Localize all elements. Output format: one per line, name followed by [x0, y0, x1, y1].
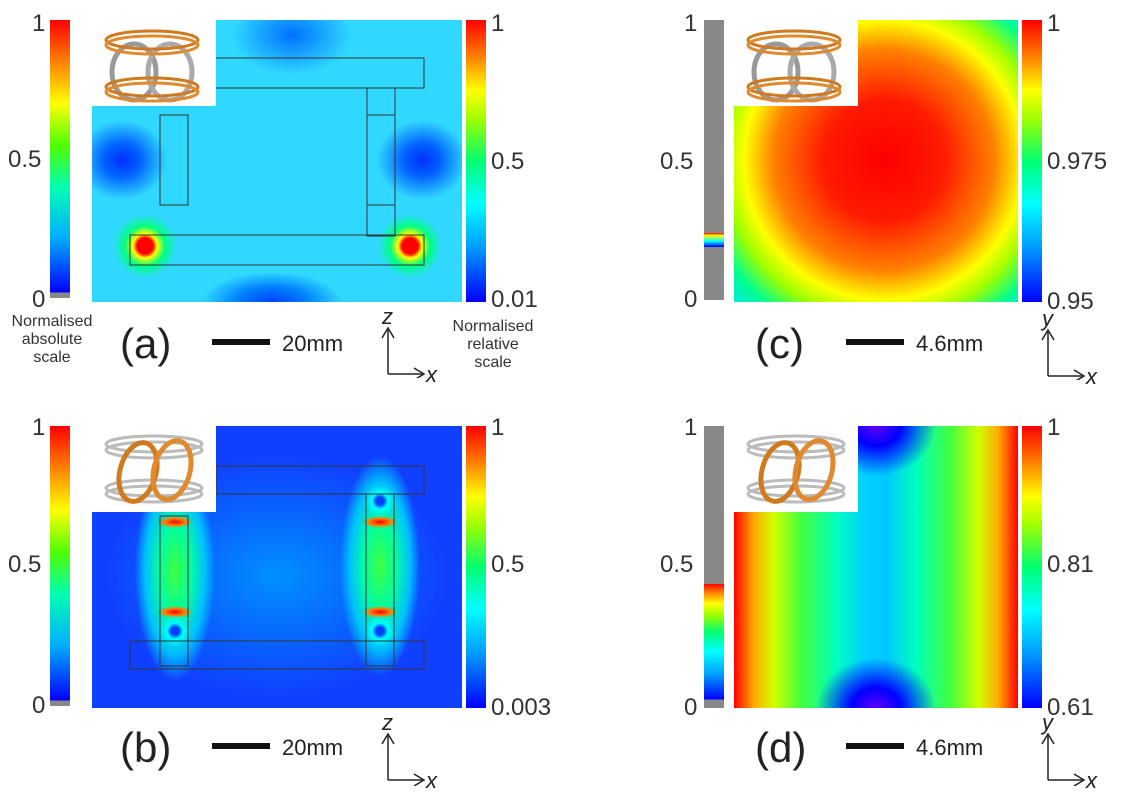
abs-tick-top-d: 1 — [684, 414, 698, 441]
axis-indicator-d: y x — [1038, 710, 1100, 792]
axis-indicator-a: z x — [378, 304, 440, 386]
abs-tick-bottom-c: 0 — [684, 286, 698, 313]
relative-scale-caption: Normalised relative scale — [452, 318, 534, 371]
coil-illustration-icon — [746, 434, 846, 504]
scale-bar-c — [846, 339, 904, 345]
axis-label-v-b: z — [382, 710, 393, 735]
scale-text-d: 4.6mm — [916, 735, 984, 760]
relative-colorbar-d — [1022, 426, 1042, 708]
axis-label-h-c: x — [1086, 364, 1097, 389]
rel-tick-top-d: 1 — [1047, 414, 1061, 441]
abs-tick-mid-d: 0.5 — [660, 551, 694, 578]
axis-label-v-a: z — [382, 304, 393, 329]
axis-indicator-b: z x — [378, 710, 440, 792]
rel-tick-bottom-a: 0.01 — [491, 286, 538, 313]
panel-label-d: (d) — [755, 724, 807, 771]
rel-tick-mid-d: 0.81 — [1047, 551, 1094, 578]
abs-tick-mid-a: 0.5 — [8, 146, 42, 173]
rel-tick-bottom-b: 0.003 — [491, 694, 552, 721]
axis-label-v-d: y — [1042, 710, 1053, 735]
coil-inset-b — [92, 426, 216, 512]
abs-tick-mid-b: 0.5 — [8, 551, 42, 578]
rel-tick-bottom-d: 0.61 — [1047, 694, 1094, 721]
field-map-a — [92, 20, 462, 302]
abs-tick-top-b: 1 — [32, 414, 46, 441]
axis-indicator-c: y x — [1038, 306, 1100, 388]
rel-tick-mid-c: 0.975 — [1047, 148, 1108, 175]
relative-colorbar-a — [466, 20, 486, 302]
panel-label-b: (b) — [120, 724, 172, 771]
rel-tick-top-b: 1 — [491, 414, 505, 441]
scale-bar-d — [846, 743, 904, 749]
axis-label-v-c: y — [1042, 306, 1053, 331]
rel-tick-top-c: 1 — [1047, 10, 1061, 37]
relative-colorbar-c — [1022, 20, 1042, 302]
absolute-scale-caption: Normalised absolute scale — [11, 313, 93, 366]
coil-illustration-icon — [104, 29, 200, 103]
axis-arrows-icon — [381, 732, 426, 786]
rel-tick-top-a: 1 — [491, 10, 505, 37]
abs-tick-top-c: 1 — [684, 10, 698, 37]
scale-bar-b — [212, 743, 270, 749]
panel-label-a: (a) — [120, 320, 172, 367]
coil-outline-a — [129, 57, 425, 266]
abs-tick-top-a: 1 — [32, 10, 46, 37]
abs-tick-mid-c: 0.5 — [660, 148, 694, 175]
scale-text-b: 20mm — [282, 735, 344, 760]
abs-tick-bottom-a: 0 — [32, 286, 46, 313]
field-map-c — [734, 20, 1018, 302]
abs-tick-bottom-d: 0 — [684, 694, 698, 721]
field-map-d — [734, 426, 1018, 708]
absolute-colorbar-b — [50, 426, 70, 706]
field-map-b — [92, 426, 462, 708]
coil-inset-a — [92, 20, 216, 106]
axis-label-h-a: x — [426, 362, 437, 387]
rel-tick-mid-b: 0.5 — [491, 551, 525, 578]
coil-outline-b — [129, 465, 425, 670]
coil-inset-d — [734, 426, 858, 512]
panel-label-c: (c) — [755, 320, 804, 367]
rel-tick-bottom-c: 0.95 — [1047, 288, 1094, 315]
absolute-colorbar-c — [704, 20, 724, 300]
coil-illustration-icon — [746, 29, 842, 103]
scale-text-c: 4.6mm — [916, 331, 984, 356]
axis-arrows-icon — [1041, 328, 1086, 380]
axis-arrows-icon — [1041, 732, 1086, 786]
relative-colorbar-b — [466, 426, 486, 708]
scale-bar-a — [212, 339, 270, 345]
abs-tick-bottom-b: 0 — [32, 692, 46, 719]
axis-label-h-d: x — [1086, 768, 1097, 793]
coil-illustration-icon — [104, 434, 204, 504]
axis-arrows-icon — [381, 326, 426, 378]
absolute-colorbar-d — [704, 426, 724, 708]
absolute-colorbar-a — [50, 20, 70, 298]
rel-tick-mid-a: 0.5 — [491, 148, 525, 175]
axis-label-h-b: x — [426, 768, 437, 793]
scale-text-a: 20mm — [282, 331, 344, 356]
coil-inset-c — [734, 20, 858, 106]
